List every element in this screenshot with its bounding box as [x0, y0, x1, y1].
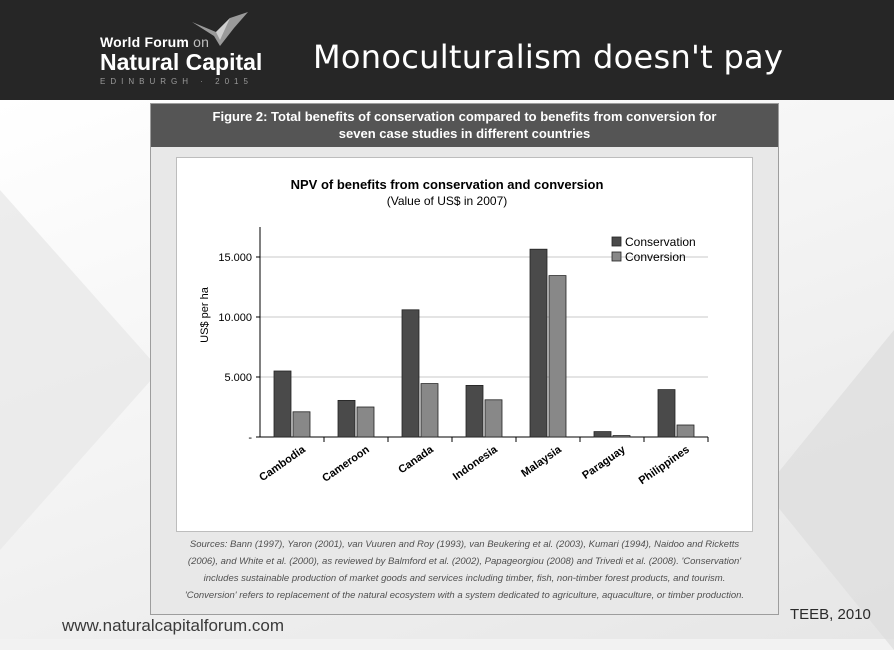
logo-text-edinburgh: EDINBURGH · 2015	[100, 77, 253, 86]
bar-conversion-cameroon	[356, 406, 375, 438]
legend-swatch-conservation	[611, 236, 622, 247]
logo-text-natural-capital: Natural Capital	[100, 49, 263, 75]
x-tick-label: Canada	[396, 443, 436, 476]
slide-header: World Forum on Natural Capital EDINBURGH…	[0, 0, 894, 100]
bar-conservation-cambodia	[273, 370, 292, 438]
figure-caption-line-2: seven case studies in different countrie…	[338, 126, 591, 141]
bar-conservation-indonesia	[465, 384, 484, 438]
x-tick-label: Malaysia	[519, 443, 564, 480]
bar-conservation-canada	[401, 309, 420, 438]
forum-logo: World Forum on Natural Capital EDINBURGH…	[100, 34, 262, 86]
bar-conversion-canada	[420, 383, 439, 438]
sources-line-3: includes sustainable production of marke…	[203, 573, 726, 584]
logo-text-on: on	[193, 34, 210, 50]
website-link[interactable]: www.naturalcapitalforum.com	[62, 616, 285, 635]
chart-subtitle: (Value of US$ in 2007)	[387, 194, 508, 208]
bar-conservation-cameroon	[337, 399, 356, 438]
figure-sources: Sources: Bann (1997), Yaron (2001), van …	[155, 536, 774, 604]
bird-logo-icon	[192, 12, 248, 46]
x-tick-label: Cameroon	[320, 443, 372, 484]
sources-line-1: Sources: Bann (1997), Yaron (2001), van …	[189, 539, 740, 550]
chart-title: NPV of benefits from conservation and co…	[291, 177, 604, 192]
legend-label-conservation: Conservation	[625, 235, 696, 249]
bar-conservation-malaysia	[529, 248, 548, 438]
citation-text: TEEB, 2010	[790, 606, 871, 623]
bar-conversion-paraguay	[612, 435, 631, 438]
bar-conversion-philippines	[676, 424, 695, 438]
y-tick-label: 5.000	[224, 372, 252, 384]
y-tick-label: -	[248, 432, 252, 444]
x-tick-label: Indonesia	[451, 443, 501, 483]
figure-caption-line-1: Figure 2: Total benefits of conservation…	[212, 109, 717, 124]
sources-line-4: 'Conversion' refers to replacement of th…	[184, 590, 745, 601]
sources-line-2: (2006), and White et al. (2000), as revi…	[187, 556, 742, 567]
bar-conversion-cambodia	[292, 411, 311, 438]
bar-conversion-malaysia	[548, 275, 567, 438]
y-axis-label: US$ per ha	[199, 286, 211, 343]
bar-conservation-paraguay	[593, 431, 612, 438]
figure-caption: Figure 2: Total benefits of conservation…	[151, 104, 778, 147]
background-decoration-right	[764, 330, 894, 650]
x-tick-label: Cambodia	[257, 443, 308, 484]
y-tick-label: 15.000	[218, 252, 252, 264]
chart-area: NPV of benefits from conservation and co…	[176, 157, 753, 532]
logo-text-world-forum: World Forum	[100, 34, 190, 50]
bar-conversion-indonesia	[484, 399, 503, 438]
legend-label-conversion: Conversion	[625, 250, 686, 264]
x-tick-label: Paraguay	[580, 443, 628, 482]
x-tick-label: Philippines	[637, 444, 692, 487]
figure-panel: Figure 2: Total benefits of conservation…	[150, 103, 779, 615]
background-decoration-left	[0, 190, 160, 550]
y-tick-label: 10.000	[218, 312, 252, 324]
bar-conservation-philippines	[657, 389, 676, 438]
bar-chart: NPV of benefits from conservation and co…	[199, 177, 709, 487]
slide-title: Monoculturalism doesn't pay	[313, 38, 784, 76]
legend-swatch-conversion	[611, 251, 622, 262]
